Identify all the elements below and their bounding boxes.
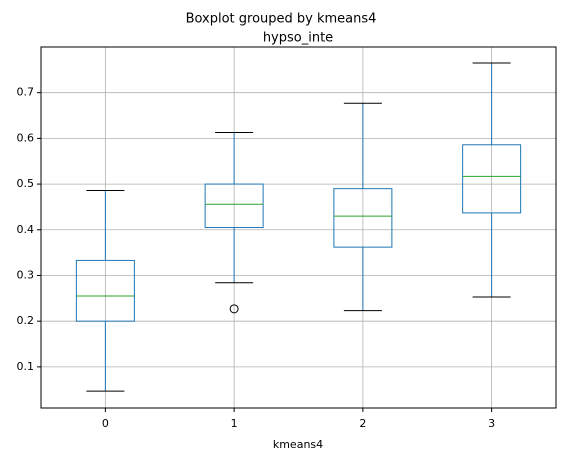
chart-title: Boxplot grouped by kmeans4 (186, 12, 377, 27)
x-tick-label: 0 (102, 417, 109, 430)
box (333, 188, 393, 248)
y-tick-label: 0.1 (17, 360, 35, 373)
x-tick-label: 2 (359, 417, 366, 430)
chart-subtitle: hypso_inte (263, 31, 333, 46)
flier (229, 304, 239, 314)
box (462, 144, 522, 214)
y-tick-label: 0.3 (17, 268, 35, 281)
x-axis-label: kmeans4 (273, 438, 323, 451)
x-tick-label: 1 (231, 417, 238, 430)
box (75, 259, 135, 322)
plot-frame (40, 46, 557, 409)
x-tick-label: 3 (488, 417, 495, 430)
y-tick-label: 0.5 (17, 177, 35, 190)
y-tick-label: 0.6 (17, 131, 35, 144)
box (204, 183, 264, 228)
y-tick-label: 0.4 (17, 223, 35, 236)
y-tick-label: 0.2 (17, 314, 35, 327)
y-tick-label: 0.7 (17, 86, 35, 99)
